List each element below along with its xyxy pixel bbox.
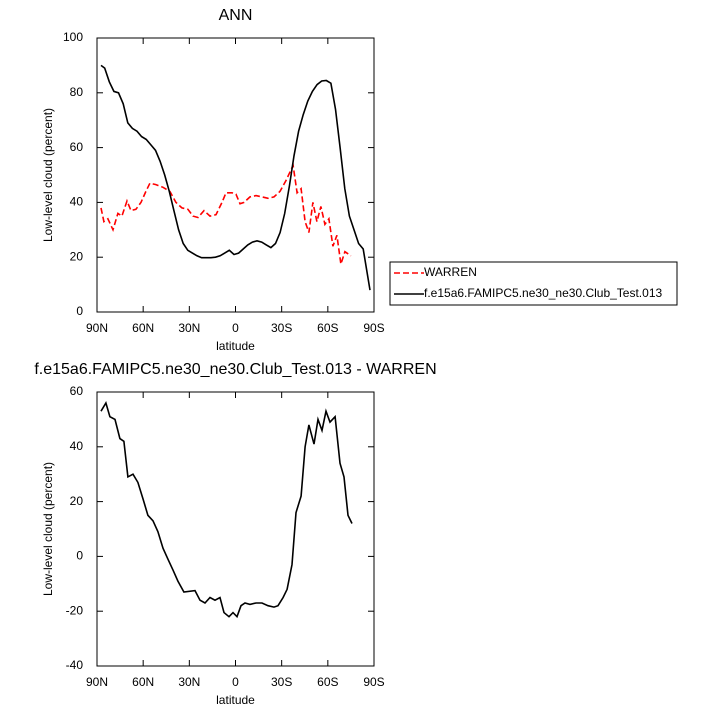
data-line [100,64,371,291]
plot-frame [96,391,375,667]
x-tick-label: 60N [132,321,154,335]
x-tick-label: 90S [363,321,384,335]
data-line [100,401,353,619]
y-tick-label: 100 [63,30,83,44]
y-tick-label: 0 [76,304,83,318]
y-axis-label: Low-level cloud (percent) [41,462,55,596]
x-tick-label: 30S [271,321,292,335]
legend-label: WARREN [424,265,477,279]
legend-label: f.e15a6.FAMIPC5.ne30_ne30.Club_Test.013 [424,286,662,300]
y-tick-label: 60 [70,140,84,154]
x-tick-label: 60S [317,675,338,689]
x-tick-label: 60S [317,321,338,335]
x-tick-label: 30N [178,321,200,335]
data-line [100,162,352,265]
y-tick-label: 60 [70,384,84,398]
y-tick-label: 80 [70,85,84,99]
x-tick-label: 0 [232,675,239,689]
chart-title: ANN [219,7,253,24]
x-tick-label: 30N [178,675,200,689]
y-tick-label: 20 [70,494,84,508]
y-tick-label: 40 [70,195,84,209]
chart-title: f.e15a6.FAMIPC5.ne30_ne30.Club_Test.013 … [34,361,436,378]
x-tick-label: 90S [363,675,384,689]
x-axis-label: latitude [216,339,255,353]
plot-frame [96,37,375,313]
x-tick-label: 30S [271,675,292,689]
x-tick-label: 60N [132,675,154,689]
x-tick-label: 0 [232,321,239,335]
y-tick-label: -40 [66,658,84,672]
legend-box [389,261,678,306]
y-axis-label: Low-level cloud (percent) [41,108,55,242]
x-tick-label: 90N [86,321,108,335]
x-tick-label: 90N [86,675,108,689]
y-tick-label: 40 [70,439,84,453]
y-tick-label: 20 [70,249,84,263]
x-axis-label: latitude [216,693,255,707]
y-tick-label: 0 [76,549,83,563]
y-tick-label: -20 [66,603,84,617]
